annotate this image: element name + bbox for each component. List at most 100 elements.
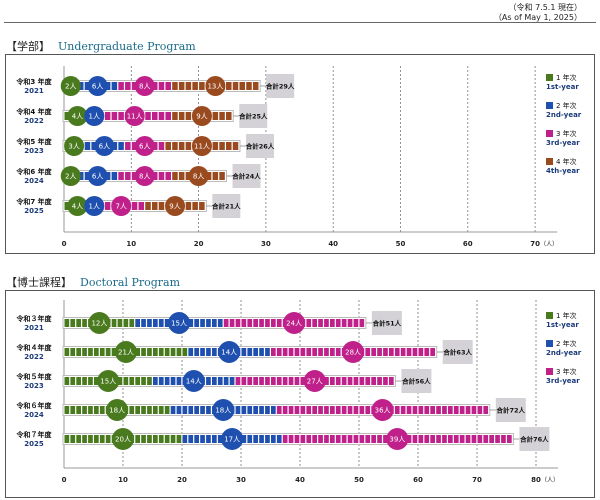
doctoral-value-label: 14人 xyxy=(221,349,237,357)
undergrad-tick-label: 60 xyxy=(463,240,473,248)
doctoral-bar-unit-3rd xyxy=(318,319,323,327)
doctoral-total-box xyxy=(371,311,402,335)
doctoral-bar-unit-3rd xyxy=(241,319,247,327)
doctoral-bar-unit-3rd xyxy=(495,435,500,443)
undergrad-value-label: 6人 xyxy=(99,143,110,151)
doctoral-bar-unit-3rd xyxy=(294,348,300,356)
doctoral-tick-label: 70 xyxy=(472,476,482,484)
doctoral-bar-unit-1st xyxy=(153,435,158,443)
doctoral-bar-unit-2nd xyxy=(259,348,264,356)
undergrad-value-marker-1st xyxy=(60,166,81,186)
doctoral-bar-unit-3rd xyxy=(300,435,306,443)
undergrad-bar-unit-4th xyxy=(212,172,219,180)
doctoral-bar-unit-3rd xyxy=(288,406,294,414)
undergrad-bar-unit-2nd xyxy=(84,142,91,150)
undergrad-legend-jp: 3 年次 xyxy=(556,129,577,138)
doctoral-bar-unit-1st xyxy=(99,406,105,414)
doctoral-bar-unit-1st xyxy=(117,377,123,385)
doctoral-bar-unit-3rd xyxy=(324,435,329,443)
undergrad-value-marker-1st xyxy=(67,106,88,126)
doctoral-bar-unit-3rd xyxy=(359,377,365,385)
doctoral-bar-unit-1st xyxy=(147,435,152,443)
doctoral-bar-unit-3rd xyxy=(265,319,270,327)
doctoral-bar-unit-1st xyxy=(64,319,70,327)
doctoral-bar-unit-3rd xyxy=(253,319,258,327)
undergrad-value-marker-4th xyxy=(191,136,212,156)
doctoral-bar-unit-3rd xyxy=(229,319,235,327)
undergrad-bar-unit-4th xyxy=(178,82,185,90)
doctoral-bar-unit-3rd xyxy=(347,377,353,385)
undergrad-value-marker-3rd xyxy=(134,136,155,156)
undergrad-bar-unit-4th xyxy=(192,82,198,90)
doctoral-legend-en: 3rd-year xyxy=(546,377,580,385)
doctoral-bar-unit-2nd xyxy=(206,435,211,443)
undergrad-legend-en: 3rd-year xyxy=(546,139,580,147)
doctoral-bar-unit-3rd xyxy=(448,406,453,414)
doctoral-tick-label: 80 xyxy=(531,476,541,484)
doctoral-value-marker-1st xyxy=(106,399,129,421)
undergrad-bar-unit-4th xyxy=(219,112,225,120)
undergrad-value-label: 11人 xyxy=(194,143,210,151)
doctoral-bar-unit-1st xyxy=(135,348,140,356)
doctoral-bar-unit-3rd xyxy=(341,406,347,414)
doctoral-bar-unit-1st xyxy=(70,406,76,414)
doctoral-bar-unit-3rd xyxy=(347,319,353,327)
undergrad-total-label: 合計24人 xyxy=(231,172,261,181)
doctoral-value-marker-1st xyxy=(114,341,137,363)
undergrad-value-marker-4th xyxy=(205,76,226,96)
undergrad-legend-jp: 1 年次 xyxy=(556,73,577,82)
undergrad-value-label: 2人 xyxy=(65,173,76,181)
undergrad-bar-unit-4th xyxy=(172,112,178,120)
doctoral-bar-unit-2nd xyxy=(206,406,211,414)
undergrad-bar-unit-4th xyxy=(185,82,192,90)
undergrad-title: 【学部】 Undergraduate Program xyxy=(6,38,196,54)
doctoral-bar-unit-2nd xyxy=(259,406,264,414)
undergrad-category-jp: 令和4 年度 xyxy=(15,107,52,116)
undergrad-value-label: 1人 xyxy=(89,203,100,211)
doctoral-bar-unit-1st xyxy=(82,319,87,327)
doctoral-bar-unit-1st xyxy=(99,348,105,356)
doctoral-total-label: 合計51人 xyxy=(372,319,402,328)
undergrad-bar-unit-4th xyxy=(252,82,259,90)
undergrad-value-label: 8人 xyxy=(139,83,150,91)
doctoral-bar-unit-1st xyxy=(94,435,99,443)
doctoral-value-marker-2nd xyxy=(182,370,205,392)
doctoral-total-box xyxy=(401,369,432,393)
doctoral-bar-unit-3rd xyxy=(406,348,412,356)
undergrad-bar-unit-4th xyxy=(239,82,246,90)
undergrad-bar-unit-3rd xyxy=(125,82,131,90)
undergrad-bar-unit-3rd xyxy=(151,112,158,120)
doctoral-bar-unit-2nd xyxy=(188,406,194,414)
undergrad-value-marker-4th xyxy=(188,166,209,186)
undergrad-chart-frame xyxy=(5,54,595,254)
undergrad-bar-unit-3rd xyxy=(131,202,138,210)
doctoral-bar-unit-2nd xyxy=(259,435,264,443)
doctoral-bar-unit-1st xyxy=(76,348,81,356)
undergrad-category-jp: 令和3 年度 xyxy=(15,77,52,86)
doctoral-bar-unit-3rd xyxy=(306,406,312,414)
doctoral-value-marker-1st xyxy=(97,370,120,392)
doctoral-bar-unit-1st xyxy=(141,377,146,385)
doctoral-bar-unit-3rd xyxy=(483,406,489,414)
doctoral-bar-unit-3rd xyxy=(259,319,264,327)
doctoral-bar-unit-2nd xyxy=(170,377,176,385)
undergrad-bar-unit-3rd xyxy=(165,172,171,180)
undergrad-bar-unit-3rd xyxy=(165,82,171,90)
doctoral-bar-unit-3rd xyxy=(288,435,294,443)
doctoral-value-label: 17人 xyxy=(224,436,240,444)
doctoral-title-en: Doctoral Program xyxy=(80,276,181,289)
doctoral-tick-label: 10 xyxy=(118,476,128,484)
doctoral-bar-unit-1st xyxy=(64,377,70,385)
doctoral-bar-unit-3rd xyxy=(324,319,329,327)
doctoral-bar-unit-3rd xyxy=(347,406,353,414)
doctoral-bar-unit-1st xyxy=(153,406,158,414)
doctoral-bar-unit-3rd xyxy=(318,435,323,443)
undergrad-bar-unit-2nd xyxy=(91,142,97,150)
doctoral-bar-unit-1st xyxy=(64,406,70,414)
doctoral-bar-unit-3rd xyxy=(459,435,465,443)
undergrad-legend-swatch-1st xyxy=(546,74,553,81)
doctoral-bar-unit-2nd xyxy=(235,406,241,414)
doctoral-bar-unit-3rd xyxy=(365,348,371,356)
doctoral-bar-unit-3rd xyxy=(471,406,477,414)
undergrad-value-marker-1st xyxy=(67,196,88,216)
